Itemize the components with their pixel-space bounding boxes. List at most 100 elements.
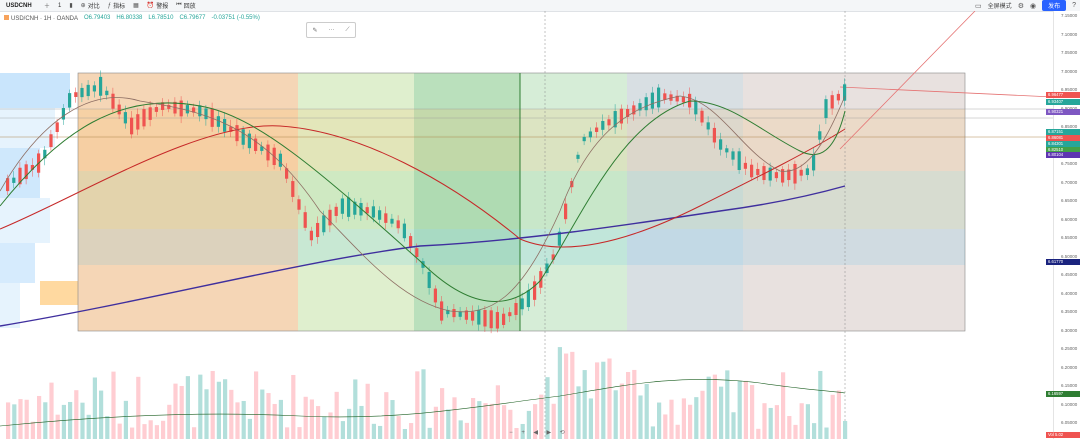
volume-bar: [328, 412, 333, 439]
volume-bar: [582, 370, 587, 439]
candle: [142, 109, 146, 127]
price-tick: 6.65000: [1061, 198, 1078, 203]
volume-bar: [365, 383, 370, 439]
candle: [278, 153, 282, 167]
price-tick: 6.95000: [1061, 87, 1078, 92]
candle: [61, 108, 65, 120]
volume-bar: [812, 423, 817, 439]
volume-bar: [198, 374, 203, 439]
volume-bar: [489, 403, 494, 439]
volume-bar: [607, 358, 612, 439]
volume-bar: [657, 402, 662, 439]
price-tick: 6.75000: [1061, 161, 1078, 166]
layout-icon[interactable]: ▭: [975, 2, 982, 10]
template-button[interactable]: ▦: [133, 2, 139, 9]
compare-button[interactable]: ⊕ 对比: [80, 3, 100, 10]
fullscreen-button[interactable]: 全屏模式: [987, 4, 1012, 10]
candle: [334, 206, 338, 216]
candle: [526, 290, 530, 308]
volume-bar: [576, 386, 581, 439]
volume-bar: [86, 414, 91, 439]
candle: [68, 93, 72, 108]
zoom-in-button[interactable]: +: [521, 429, 525, 436]
candle: [396, 220, 400, 229]
volume-bar: [681, 398, 686, 439]
volume-bar: [458, 420, 463, 439]
zoom-out-button[interactable]: −: [509, 429, 513, 436]
price-tick: 6.70000: [1061, 179, 1078, 185]
period-button[interactable]: 1: [58, 2, 62, 9]
candle: [762, 166, 766, 181]
volume-bar: [353, 379, 358, 439]
volume-bar: [303, 396, 308, 439]
reset-button[interactable]: ⟲: [559, 430, 565, 436]
volume-bar: [719, 386, 724, 439]
price-tick: 6.40000: [1061, 290, 1078, 296]
volume-bar: [117, 423, 122, 439]
candle: [799, 169, 803, 176]
candle: [415, 248, 419, 258]
candle: [557, 231, 561, 246]
legend-name: USD/CNH · 1H · OANDA: [4, 15, 78, 22]
replay-button[interactable]: ⏮ 回放: [176, 2, 196, 10]
price-tick: 6.45000: [1061, 272, 1078, 277]
price-tick: 6.60000: [1061, 216, 1078, 222]
volume-bar: [390, 400, 395, 439]
candle: [750, 164, 754, 178]
price-axis[interactable]: 7.15000 7.10000 7.05000 7.00000 6.95000 6.900…: [1053, 11, 1080, 439]
candle: [812, 154, 816, 171]
volume-bar: [173, 383, 178, 439]
alert-button[interactable]: ⏰ 警报: [146, 3, 169, 10]
volume-bar: [632, 369, 637, 439]
template-icon: ▦: [133, 3, 139, 9]
indicator-icon: ƒ: [107, 2, 112, 9]
volume-bar: [396, 416, 401, 439]
help-icon[interactable]: ?: [1072, 2, 1076, 9]
candle: [24, 164, 28, 180]
toolbar-right: ▭ 全屏模式 ⚙ ◉ 发布 ?: [975, 0, 1076, 11]
chart-type-button[interactable]: ▮: [69, 2, 72, 9]
scroll-left-button[interactable]: ◀: [533, 430, 538, 436]
candle: [440, 301, 444, 321]
candle: [130, 117, 134, 135]
drawing-toolbar[interactable]: ✎ ··· ⟋: [306, 22, 356, 38]
candle: [836, 93, 840, 101]
volume-bar: [663, 414, 668, 439]
candle: [675, 95, 679, 102]
volume-bar: [142, 424, 147, 439]
volume-bar: [464, 422, 469, 439]
candle: [663, 93, 667, 100]
publish-button[interactable]: 发布: [1042, 0, 1067, 11]
price-label: 6.80104: [1046, 152, 1080, 158]
volume-bar: [297, 427, 302, 439]
candle: [743, 162, 747, 169]
symbol-search[interactable]: USDCNH: [6, 2, 32, 9]
volume-bar: [836, 390, 841, 439]
camera-icon[interactable]: ◉: [1029, 2, 1037, 10]
candle: [508, 312, 512, 317]
candle: [148, 107, 152, 120]
volume-bar: [495, 385, 500, 439]
add-symbol-button[interactable]: ＋: [44, 1, 50, 10]
dots-icon[interactable]: ···: [328, 27, 335, 33]
volume-bar: [359, 405, 364, 439]
gear-icon[interactable]: ⚙: [1017, 2, 1024, 10]
volume-bar: [508, 409, 513, 439]
volume-bar: [80, 402, 85, 439]
candle: [805, 168, 809, 176]
brush-icon[interactable]: ✎: [312, 27, 318, 34]
candle: [260, 146, 264, 151]
candle: [266, 144, 270, 161]
price-chart[interactable]: [0, 11, 1053, 439]
candle: [6, 178, 10, 192]
legend-open: O6.79403: [84, 15, 111, 21]
volume-bar: [824, 427, 829, 439]
volume-bar: [154, 425, 159, 439]
candle: [638, 103, 642, 111]
price-tick: 6.90000: [1061, 105, 1078, 111]
line-icon[interactable]: ⟋: [345, 26, 350, 33]
compare-icon: ⊕: [80, 3, 86, 9]
scroll-right-button[interactable]: ▶: [546, 430, 552, 436]
indicators-button[interactable]: ƒ 指标: [107, 2, 126, 11]
price-tick: 6.05000: [1061, 420, 1078, 425]
